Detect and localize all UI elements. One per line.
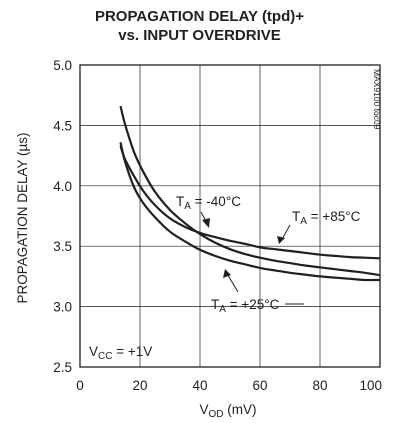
y-axis-label: PROPAGATION DELAY (µs) (15, 132, 30, 303)
y-tick-label: 5.0 (53, 58, 72, 73)
series-line-minus40 (119, 145, 381, 260)
vcc-condition: VCC = +1V (89, 344, 152, 362)
x-axis-label: VOD (mV) (199, 402, 256, 420)
y-tick-label: 4.5 (53, 118, 72, 133)
y-tick-label: 3.0 (53, 300, 72, 315)
x-tick-label: 60 (252, 378, 267, 393)
label-arrowheads (202, 218, 285, 278)
x-tick-label: 0 (76, 378, 84, 393)
y-tick-label: 4.0 (53, 179, 72, 194)
arrowhead-plus25 (223, 269, 231, 278)
grid (80, 65, 380, 367)
x-tick-label: 40 (192, 378, 207, 393)
arrowhead-plus85 (277, 236, 285, 244)
label-leaders (200, 211, 304, 305)
series-lines (119, 105, 381, 282)
part-code: MAX9100 toc09 (372, 69, 382, 130)
arrowhead-minus40 (202, 218, 210, 228)
y-tick-label: 3.5 (53, 239, 72, 254)
chart-title-line1: PROPAGATION DELAY (tpd)+ (94, 8, 305, 25)
x-tick-labels: 0 20 40 60 80 100 (76, 378, 382, 393)
label-plus85: TA = +85°C (292, 209, 361, 227)
y-tick-labels: 2.5 3.0 3.5 4.0 4.5 5.0 (53, 58, 72, 375)
y-tick-label: 2.5 (53, 360, 72, 375)
x-tick-label: 80 (312, 378, 327, 393)
label-plus25: TA = +25°C (211, 297, 280, 315)
plot-frame (79, 64, 381, 368)
series-line-plus25 (119, 142, 381, 282)
label-minus40: TA = -40°C (176, 194, 241, 212)
x-tick-label: 100 (359, 378, 382, 393)
series-line-plus85 (119, 105, 381, 277)
x-tick-label: 20 (132, 378, 147, 393)
chart-title-line2: vs. INPUT OVERDRIVE (118, 27, 281, 44)
